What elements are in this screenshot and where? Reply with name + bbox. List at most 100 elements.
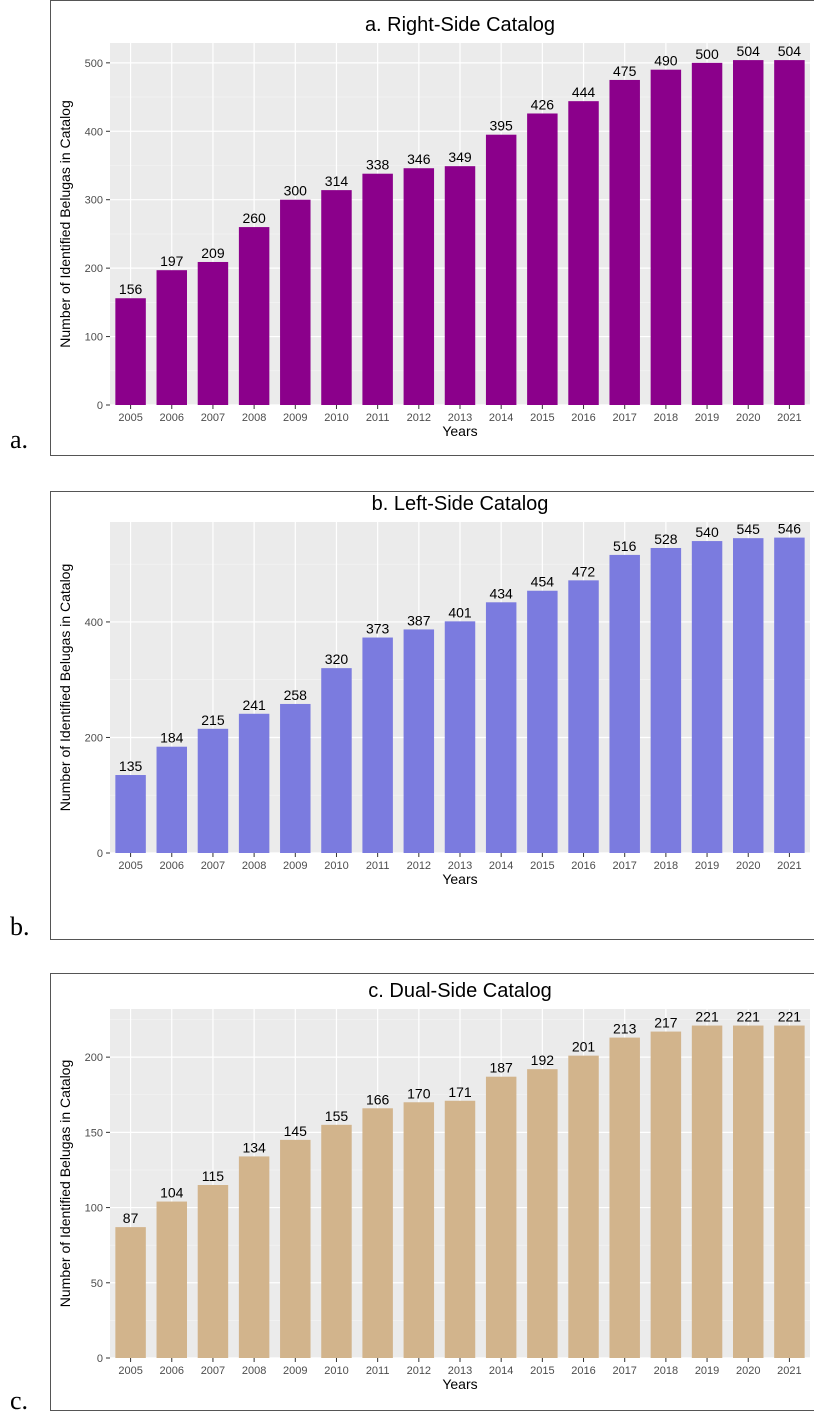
panel-letter-a: a. [10,425,29,454]
x-tick-label: 2010 [324,412,348,424]
bar-2006 [156,270,187,405]
bar-label-2013: 401 [448,604,472,620]
bar-2017 [609,1037,640,1358]
bar-label-2019: 500 [695,46,719,62]
bar-2016 [568,580,599,853]
bar-2014 [485,1076,517,1358]
bar-label-2012: 387 [407,612,431,628]
bar-2008 [238,1156,270,1358]
bar-label-2021: 221 [778,1009,802,1025]
x-tick-label: 2013 [448,860,472,872]
bar-2011 [362,173,393,405]
x-tick-label: 2018 [654,860,678,872]
x-tick-label: 2009 [283,860,307,872]
bar-label-2011: 373 [366,621,390,637]
x-tick-label: 2009 [283,1365,307,1377]
bar-2019 [691,62,723,405]
x-tick-label: 2007 [201,860,225,872]
x-tick-label: 2005 [118,412,142,424]
bar-label-2016: 444 [572,84,596,100]
y-tick-label: 0 [97,400,103,412]
bar-label-2009: 300 [284,183,308,199]
bar-label-2010: 314 [325,173,349,189]
chart-c-title: c. Dual-Side Catalog [368,980,551,1002]
bar-label-2015: 426 [531,96,555,112]
bar-2017 [609,554,640,853]
x-tick-label: 2021 [777,860,801,872]
bar-2016 [568,101,599,405]
bar-label-2021: 504 [778,43,802,59]
x-tick-label: 2016 [571,1365,595,1377]
bar-label-2019: 540 [695,524,719,540]
bar-label-2010: 155 [325,1108,349,1124]
y-tick-label: 200 [85,1052,103,1064]
bar-label-2011: 166 [366,1091,390,1107]
bar-2013 [444,166,476,405]
x-tick-label: 2012 [407,860,431,872]
bar-label-2010: 320 [325,651,349,667]
x-tick-label: 2016 [571,860,595,872]
x-tick-label: 2016 [571,412,595,424]
y-tick-label: 0 [97,848,103,860]
bar-label-2011: 338 [366,157,390,173]
bar-2021 [774,1025,805,1358]
bar-label-2013: 171 [448,1084,472,1100]
bar-2018 [650,547,682,853]
bar-label-2016: 472 [572,563,596,579]
bar-label-2020: 545 [737,521,761,537]
x-tick-label: 2012 [407,1365,431,1377]
bar-2018 [650,1031,682,1358]
panel-letter-b: b. [10,912,30,941]
bar-label-2017: 516 [613,538,637,554]
y-tick-label: 100 [85,1203,103,1215]
bar-2011 [362,1108,393,1358]
x-tick-label: 2007 [201,1365,225,1377]
y-tick-label: 400 [85,126,103,138]
bar-label-2009: 258 [284,687,308,703]
y-tick-label: 50 [91,1278,103,1290]
bar-2005 [115,1227,146,1358]
bar-2009 [280,199,311,405]
x-tick-label: 2017 [612,1365,636,1377]
bar-label-2020: 504 [737,43,761,59]
y-tick-label: 300 [85,195,103,207]
bar-label-2006: 104 [160,1185,184,1201]
bar-label-2008: 260 [242,210,266,226]
bar-2008 [238,713,270,853]
x-tick-label: 2006 [160,860,184,872]
bar-label-2017: 475 [613,63,637,79]
bar-2012 [403,1102,435,1358]
x-tick-label: 2011 [366,412,390,424]
chart-a-x-axis-title: Years [442,423,477,439]
chart-b-svg: b. Left-Side Catalog 135 184 215 241 258 320 37… [57,493,810,887]
x-tick-label: 2018 [654,412,678,424]
bar-label-2005: 135 [119,758,143,774]
x-tick-label: 2005 [118,860,142,872]
bar-label-2013: 349 [448,149,472,165]
bar-2020 [733,1025,764,1358]
y-tick-label: 200 [85,263,103,275]
bar-2010 [321,190,352,405]
bar-2010 [321,668,352,853]
bar-label-2005: 156 [119,281,143,297]
y-tick-label: 400 [85,617,103,629]
bar-2011 [362,637,393,853]
bar-2019 [691,541,723,853]
bar-2005 [115,775,146,853]
x-tick-label: 2013 [448,1365,472,1377]
bar-2007 [197,728,229,853]
bar-label-2009: 145 [284,1123,308,1139]
bar-2012 [403,168,435,405]
x-tick-label: 2010 [324,860,348,872]
x-tick-label: 2008 [242,1365,266,1377]
bar-label-2021: 546 [778,521,802,537]
bar-2013 [444,621,476,853]
bar-label-2006: 197 [160,253,184,269]
bar-2007 [197,261,229,405]
bar-2020 [733,60,764,405]
bar-2012 [403,629,435,853]
bar-2009 [280,1139,311,1358]
bar-2021 [774,537,805,853]
bar-2014 [485,602,517,853]
x-tick-label: 2021 [777,412,801,424]
